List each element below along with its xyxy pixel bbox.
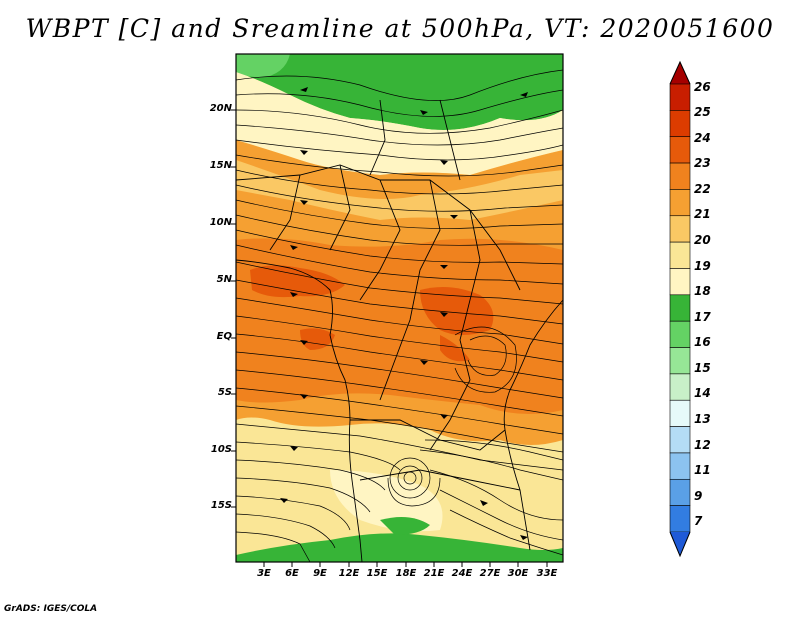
colorbar-label-18: 18 — [694, 284, 711, 298]
lon-label-18e: 18E — [395, 568, 417, 579]
colorbar-label-22: 22 — [694, 182, 711, 196]
streamlines — [236, 69, 563, 562]
colorbar-label-17: 17 — [694, 310, 711, 324]
colorbar-label-7: 7 — [694, 514, 703, 528]
lon-label-6e: 6E — [285, 568, 299, 579]
colorbar-label-19: 19 — [694, 259, 711, 273]
wbpt-region-south-cool — [236, 533, 563, 562]
lat-label-10s: 10S — [210, 444, 232, 455]
lat-label-10n: 10N — [209, 217, 232, 228]
colorbar-segment — [669, 162, 691, 190]
map-ticks — [231, 109, 548, 567]
colorbar-label-21: 21 — [694, 207, 711, 221]
lat-label-5s: 5S — [217, 387, 232, 398]
colorbar-segment — [669, 426, 691, 454]
lon-label-9e: 9E — [313, 568, 327, 579]
colorbar-segment — [669, 136, 691, 164]
colorbar-label-24: 24 — [694, 131, 711, 145]
wbpt-region-north-pale — [236, 72, 563, 175]
colorbar-label-20: 20 — [694, 233, 711, 247]
colorbar-arrow-top — [670, 62, 690, 84]
lon-label-24e: 24E — [451, 568, 473, 579]
lon-label-27e: 27E — [479, 568, 501, 579]
colorbar-segment — [669, 505, 691, 533]
colorbar-segment — [669, 268, 691, 296]
colorbar-label-25: 25 — [694, 105, 711, 119]
grads-credit: GrADS: IGES/COLA — [4, 604, 98, 614]
coastlines-borders — [236, 99, 563, 562]
lat-label-eq: EQ — [216, 331, 232, 342]
colorbar-segment — [669, 452, 691, 480]
colorbar-label-26: 26 — [694, 80, 711, 94]
colorbar-segment — [669, 373, 691, 401]
lat-label-20n: 20N — [209, 103, 232, 114]
lon-label-12e: 12E — [338, 568, 360, 579]
colorbar-segment — [669, 320, 691, 348]
colorbar-segment — [669, 294, 691, 322]
lon-label-21e: 21E — [423, 568, 445, 579]
colorbar-segment — [669, 189, 691, 217]
lon-label-33e: 33E — [536, 568, 558, 579]
colorbar-segment — [669, 215, 691, 243]
wbpt-region-north-cool — [236, 54, 563, 131]
lat-label-5n: 5N — [216, 274, 232, 285]
colorbar-segment — [669, 347, 691, 375]
lon-label-30e: 30E — [507, 568, 529, 579]
lat-label-15s: 15S — [210, 500, 232, 511]
map-frame — [235, 53, 564, 563]
colorbar-label-12: 12 — [694, 438, 711, 452]
colorbar-segment — [669, 110, 691, 138]
wbpt-region-warm-band — [236, 160, 563, 220]
wbpt-region-south-cool-patch — [380, 516, 430, 535]
colorbar-label-13: 13 — [694, 412, 711, 426]
colorbar-label-14: 14 — [694, 386, 711, 400]
colorbar-segment — [669, 83, 691, 111]
colorbar-label-16: 16 — [694, 335, 711, 349]
wbpt-hotspot-west — [250, 265, 345, 298]
colorbar-segment — [669, 241, 691, 269]
wbpt-hotspot-central — [300, 328, 335, 350]
wbpt-region-south-pale — [330, 470, 443, 532]
colorbar-label-9: 9 — [694, 489, 703, 503]
lon-label-15e: 15E — [366, 568, 388, 579]
wbpt-hotspot-east-south — [440, 335, 470, 362]
colorbar-label-23: 23 — [694, 156, 711, 170]
wbpt-region-north-cool-light — [236, 54, 290, 78]
colorbar-outline — [669, 60, 691, 558]
colorbar-label-15: 15 — [694, 361, 711, 375]
chart-title: WBPT [C] and Sreamline at 500hPa, VT: 20… — [25, 14, 775, 43]
colorbar-arrow-bottom — [670, 532, 690, 556]
wbpt-hotspot-east — [420, 286, 494, 335]
colorbar-label-11: 11 — [694, 463, 711, 477]
lat-label-15n: 15N — [209, 160, 232, 171]
streamline-arrows — [280, 87, 528, 540]
colorbar-segment — [669, 478, 691, 506]
colorbar-segment — [669, 399, 691, 427]
lon-label-3e: 3E — [257, 568, 271, 579]
